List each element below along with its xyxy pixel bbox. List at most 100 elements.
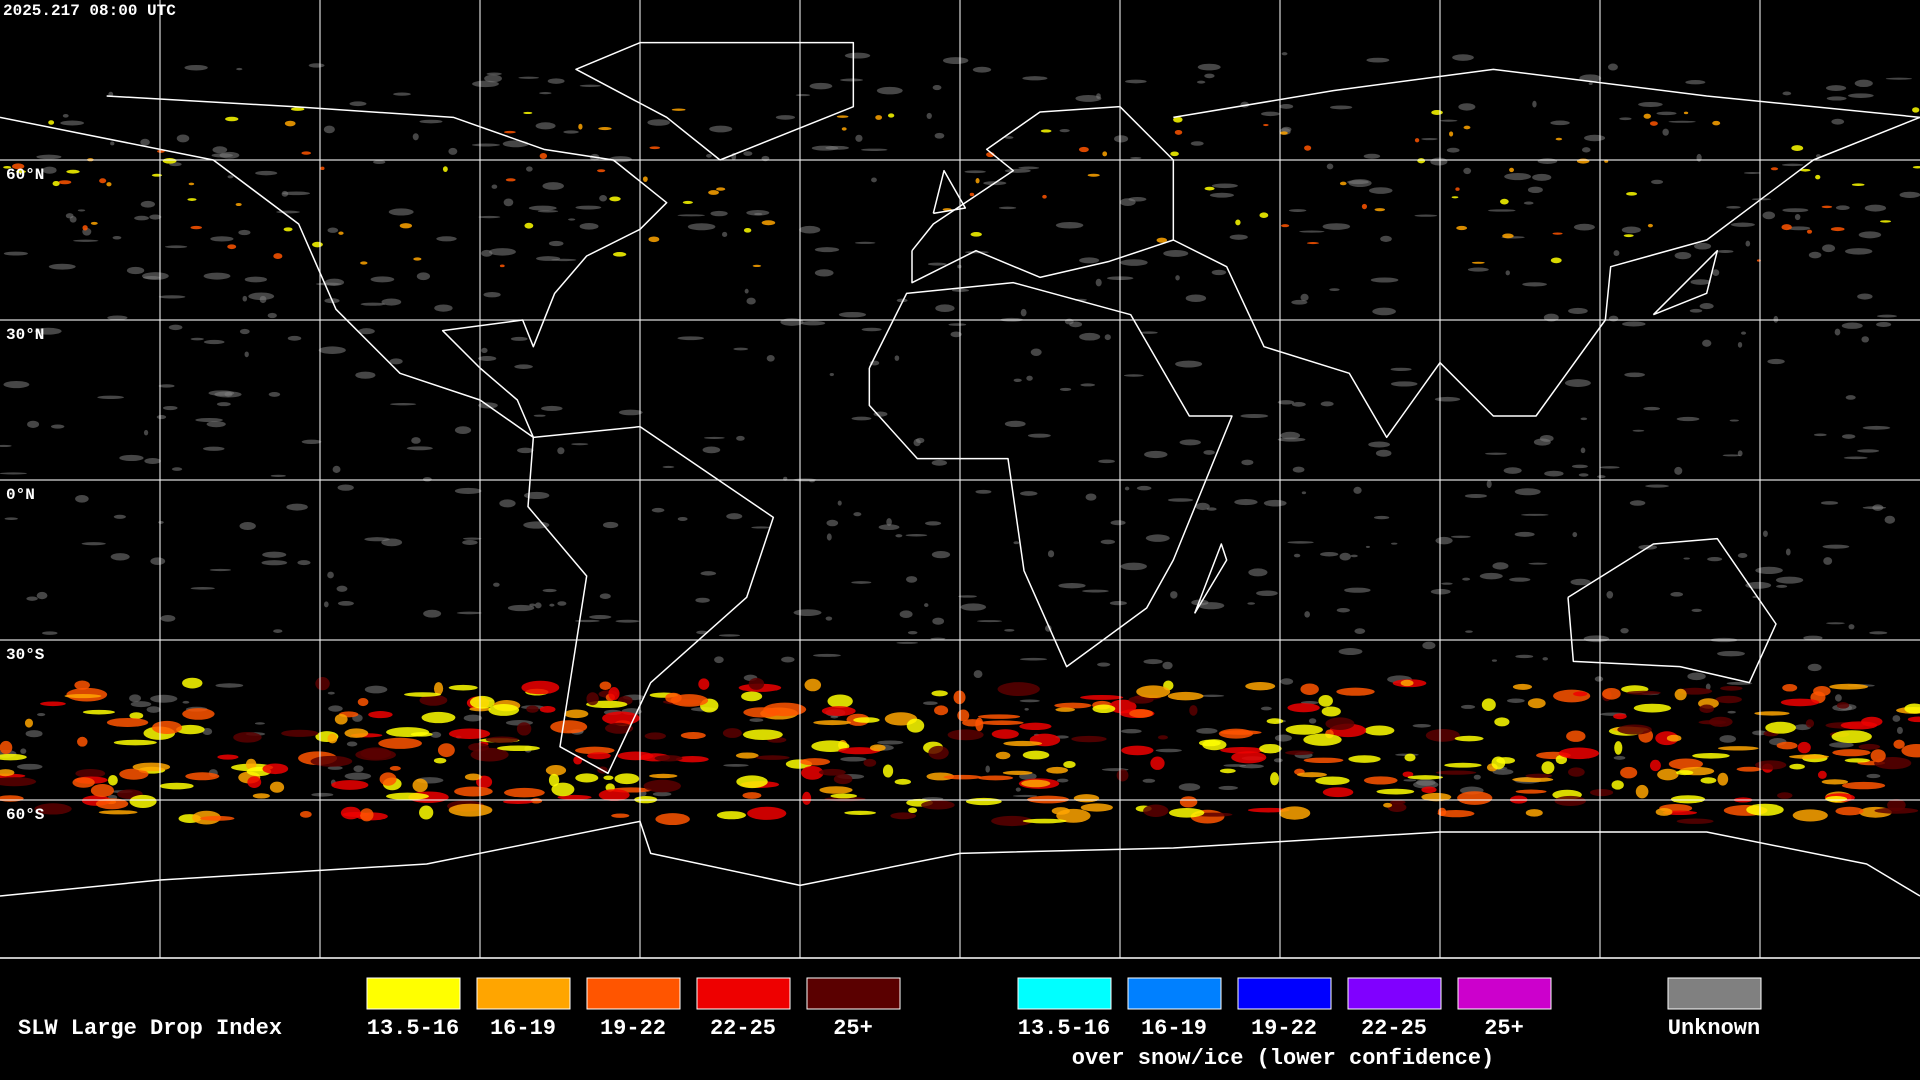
cloud-patch	[1487, 209, 1516, 212]
legend-note: over snow/ice (lower confidence)	[1072, 1046, 1494, 1071]
cloud-patch	[1363, 153, 1381, 159]
drop-patch	[301, 151, 312, 155]
drop-patch	[1512, 777, 1554, 783]
cloud-patch	[1479, 572, 1503, 580]
drop-patch	[378, 737, 422, 749]
cloud-patch	[130, 701, 152, 708]
drop-patch	[1712, 120, 1721, 126]
drop-patch	[830, 793, 858, 799]
drop-patch	[360, 261, 368, 265]
drop-patch	[1471, 261, 1485, 264]
cloud-patch	[1505, 270, 1510, 276]
cloud-patch	[838, 311, 866, 318]
cloud-patch	[1580, 417, 1588, 421]
drop-patch	[200, 815, 235, 821]
drop-patch	[1829, 683, 1869, 690]
cloud-patch	[1451, 535, 1471, 539]
cloud-patch	[1452, 54, 1474, 61]
drop-patch	[334, 714, 348, 725]
drop-patch	[1791, 145, 1804, 151]
cloud-patch	[877, 740, 904, 745]
drop-patch	[252, 793, 270, 799]
cloud-patch	[1507, 698, 1525, 703]
drop-patch	[233, 732, 262, 743]
cloud-patch	[1281, 126, 1292, 133]
cloud-patch	[471, 143, 500, 147]
drop-patch	[1799, 168, 1811, 172]
cloud-patch	[718, 634, 741, 637]
cloud-patch	[1504, 173, 1532, 181]
drop-patch	[1318, 694, 1333, 707]
cloud-patch	[709, 125, 733, 133]
cloud-patch	[1730, 222, 1755, 227]
drop-patch	[1692, 752, 1730, 759]
drop-patch	[1912, 165, 1920, 169]
cloud-patch	[1719, 735, 1736, 743]
cloud-patch	[1059, 129, 1070, 133]
drop-patch	[875, 115, 883, 120]
cloud-patch	[702, 446, 721, 454]
drop-patch	[379, 772, 397, 786]
cloud-patch	[1619, 117, 1632, 121]
cloud-patch	[1607, 63, 1618, 71]
drop-patch	[1080, 803, 1113, 812]
cloud-patch	[829, 373, 834, 377]
drop-patch	[642, 176, 648, 182]
cloud-patch	[1368, 441, 1391, 448]
cloud-patch	[851, 581, 872, 584]
drop-patch	[934, 705, 949, 716]
cloud-patch	[412, 133, 419, 141]
cloud-patch	[1441, 582, 1453, 585]
drop-patch	[586, 692, 599, 706]
drop-patch	[1633, 703, 1672, 713]
drop-patch	[1500, 198, 1509, 205]
drop-patch	[1553, 689, 1591, 703]
cloud-patch	[486, 72, 502, 76]
cloud-patch	[1651, 179, 1664, 185]
drop-patch	[132, 762, 171, 772]
drop-patch	[741, 691, 763, 702]
cloud-patch	[1348, 179, 1372, 188]
drop-patch	[1887, 798, 1906, 812]
drop-patch	[698, 678, 710, 690]
cloud-patch	[886, 518, 892, 526]
drop-patch	[612, 252, 627, 257]
cloud-patch	[1776, 584, 1788, 588]
drop-patch	[1576, 158, 1590, 164]
drop-patch	[608, 687, 620, 701]
cloud-patch	[957, 264, 962, 269]
drop-patch	[290, 107, 305, 111]
drop-patch	[1683, 111, 1689, 115]
cloud-patch	[242, 295, 248, 302]
drop-patch	[1055, 707, 1075, 712]
cloud-patch	[1273, 758, 1283, 763]
cloud-patch	[462, 540, 478, 545]
drop-patch	[1614, 741, 1623, 755]
cloud-patch	[1599, 466, 1620, 469]
drop-patch	[1555, 137, 1563, 141]
cloud-patch	[308, 63, 325, 68]
drop-patch	[1527, 698, 1546, 709]
cloud-patch	[518, 76, 540, 79]
cloud-patch	[1247, 602, 1256, 605]
cloud-patch	[811, 145, 839, 151]
drop-patch	[1437, 809, 1475, 818]
drop-patch	[1676, 770, 1694, 776]
cloud-patch	[1564, 379, 1591, 387]
cloud-patch	[1537, 158, 1558, 165]
cloud-patch	[1622, 321, 1646, 327]
drop-patch	[1219, 768, 1236, 774]
drop-patch	[235, 202, 242, 207]
drop-patch	[188, 182, 195, 186]
cloud-patch	[1142, 778, 1156, 783]
cloud-patch	[358, 328, 375, 335]
cloud-patch	[1439, 119, 1458, 122]
latitude-label: 60°S	[6, 806, 45, 824]
drop-patch	[671, 108, 686, 111]
drop-patch	[1285, 724, 1323, 735]
cloud-patch	[1234, 499, 1258, 506]
cloud-patch	[575, 619, 600, 623]
drop-patch	[818, 768, 846, 776]
cloud-patch	[860, 148, 888, 152]
